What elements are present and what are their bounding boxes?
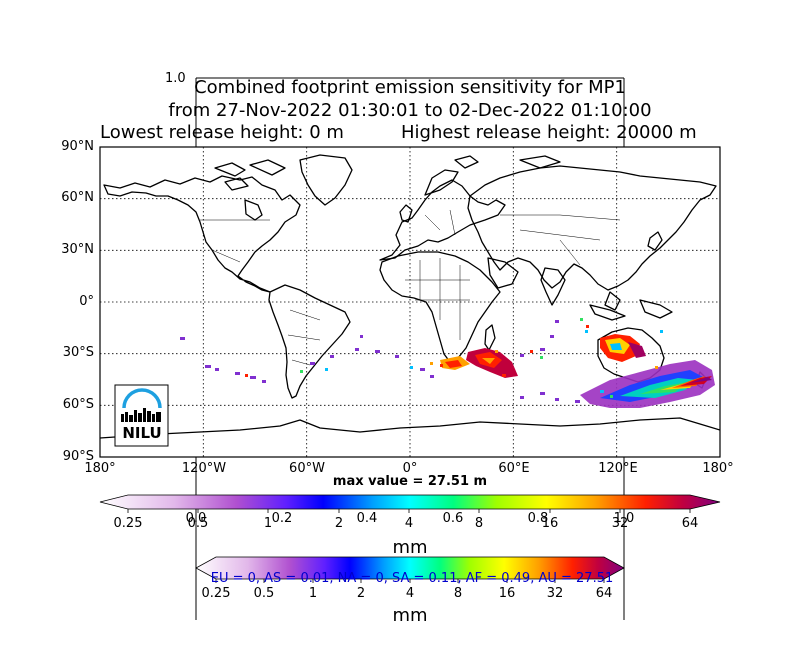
- max-value-label: max value = 27.51 m: [332, 474, 488, 489]
- highest-release-height: Highest release height: 20000 m: [401, 122, 697, 143]
- lat-tick-30n: 30°N: [61, 242, 94, 257]
- ghost-tick-1: 0.2: [271, 511, 293, 526]
- nilu-logo: [114, 384, 169, 447]
- south-america-outline: [268, 284, 351, 399]
- cb1-tick-1: 0.5: [187, 516, 209, 531]
- cb2-tick-4: 4: [405, 586, 415, 601]
- north-america-outline: [103, 175, 301, 293]
- cb1-tick-4: 4: [404, 516, 414, 531]
- lon-tick-180w: 180°: [84, 461, 116, 476]
- colorbar2-unit-label: mm: [392, 605, 428, 626]
- colorbar-main: [99, 494, 721, 513]
- lat-tick-30s: 30°S: [62, 345, 94, 360]
- colorbar-secondary: [195, 556, 625, 583]
- cb1-tick-0: 0.25: [113, 516, 143, 531]
- cb2-tick-1: 0.5: [253, 586, 275, 601]
- cb1-tick-3: 2: [334, 516, 344, 531]
- cb2-tick-3: 2: [356, 586, 366, 601]
- lon-tick-0: 0°: [402, 461, 418, 476]
- footprint-plume: [180, 318, 715, 408]
- cb2-tick-5: 8: [453, 586, 463, 601]
- cb1-tick-6: 16: [541, 516, 559, 531]
- country-borders: [200, 209, 621, 366]
- cb2-tick-6: 16: [498, 586, 516, 601]
- lon-tick-60w: 60°W: [289, 461, 325, 476]
- cb1-tick-7: 32: [611, 516, 629, 531]
- ghost-tick-3: 0.6: [442, 511, 464, 526]
- cb1-tick-8: 64: [681, 516, 699, 531]
- ghost-tick-2: 0.4: [356, 511, 378, 526]
- ghost-axis-top-label: 1.0: [165, 71, 186, 86]
- asia-outline: [467, 165, 717, 291]
- nilu-logo-text: NILU: [122, 424, 162, 442]
- ghost-tick-0: 0.0: [185, 511, 207, 526]
- cb2-tick-8: 64: [595, 586, 613, 601]
- cb1-tick-5: 8: [474, 516, 484, 531]
- greenland-outline: [299, 154, 353, 206]
- lat-tick-60s: 60°S: [62, 397, 94, 412]
- antarctica-outline: [100, 417, 720, 439]
- region-summary: EU = 0, AS = 0.01, NA = 0, SA = 0.11, AF…: [210, 571, 614, 586]
- ghost-tick-5: 1.0: [613, 511, 635, 526]
- cb2-tick-7: 32: [546, 586, 564, 601]
- africa-outline: [379, 251, 501, 363]
- lat-tick-60n: 60°N: [61, 190, 94, 205]
- title-line-2: from 27-Nov-2022 01:30:01 to 02-Dec-2022…: [168, 100, 652, 121]
- europe-outline: [379, 179, 506, 261]
- cb2-tick-0: 0.25: [201, 586, 231, 601]
- lat-tick-0: 0°: [79, 294, 94, 309]
- lowest-release-height: Lowest release height: 0 m: [100, 122, 344, 143]
- lat-tick-90s: 90°S: [62, 449, 94, 464]
- cb2-tick-2: 1: [308, 586, 318, 601]
- cb1-tick-2: 1: [263, 516, 273, 531]
- lon-tick-120e: 120°E: [598, 461, 638, 476]
- title-line-1: Combined footprint emission sensitivity …: [194, 77, 626, 98]
- ghost-tick-4: 0.8: [527, 511, 549, 526]
- colorbar1-unit-label: mm: [392, 537, 428, 558]
- lon-tick-180e: 180°: [702, 461, 734, 476]
- lon-tick-60e: 60°E: [498, 461, 530, 476]
- lon-tick-120w: 120°W: [181, 461, 227, 476]
- lat-tick-90n: 90°N: [61, 139, 94, 154]
